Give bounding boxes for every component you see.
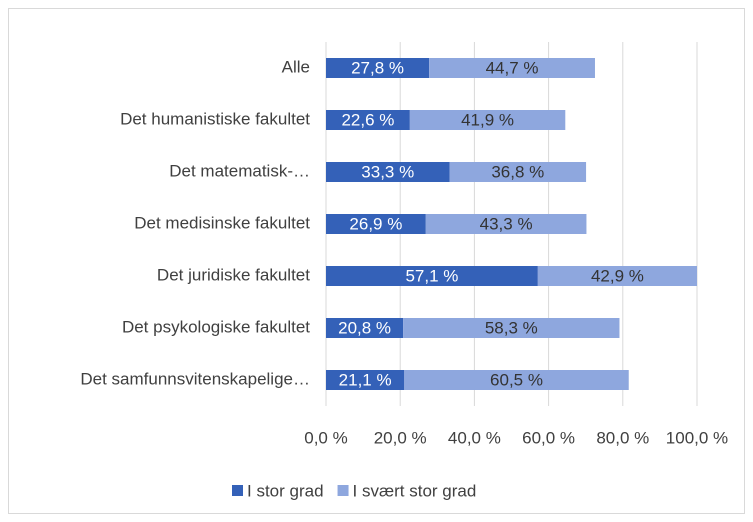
x-tick-label: 40,0 % — [448, 428, 501, 447]
bar-segment — [326, 58, 430, 78]
data-label: 44,7 % — [486, 58, 539, 77]
bar-segment — [326, 370, 405, 390]
data-label: 22,6 % — [341, 110, 394, 129]
x-tick-label: 0,0 % — [304, 428, 347, 447]
y-tick-label: Det psykologiske fakultet — [122, 317, 310, 336]
bar-segment — [404, 370, 629, 390]
bar-segment — [326, 214, 426, 234]
bar-segment — [326, 110, 410, 130]
data-label: 60,5 % — [490, 370, 543, 389]
legend-label: I stor grad — [247, 481, 324, 500]
data-label: 21,1 % — [339, 370, 392, 389]
chart-border — [8, 8, 745, 514]
bar-segment — [537, 266, 697, 286]
bar-segment — [409, 110, 566, 130]
legend-label: I svært stor grad — [353, 481, 477, 500]
data-label: 26,9 % — [349, 214, 402, 233]
x-tick-label: 80,0 % — [596, 428, 649, 447]
bar-segment — [326, 266, 538, 286]
data-label: 58,3 % — [485, 318, 538, 337]
bar-segment — [326, 162, 450, 182]
bar-segment — [425, 214, 587, 234]
bar-segment — [403, 318, 620, 338]
x-tick-label: 20,0 % — [374, 428, 427, 447]
data-label: 57,1 % — [405, 266, 458, 285]
y-tick-label: Det juridiske fakultet — [157, 265, 310, 284]
data-label: 42,9 % — [591, 266, 644, 285]
data-label: 27,8 % — [351, 58, 404, 77]
y-tick-label: Det samfunnsvitenskapelige… — [80, 369, 310, 388]
legend-swatch — [337, 485, 349, 496]
bar-segment — [449, 162, 587, 182]
y-tick-label: Det humanistiske fakultet — [120, 109, 310, 128]
data-label: 43,3 % — [480, 214, 533, 233]
bar-segment — [326, 318, 404, 338]
x-tick-label: 100,0 % — [666, 428, 728, 447]
y-tick-label: Alle — [282, 57, 310, 76]
y-tick-label: Det medisinske fakultet — [134, 213, 310, 232]
data-label: 33,3 % — [361, 162, 414, 181]
x-tick-label: 60,0 % — [522, 428, 575, 447]
data-label: 36,8 % — [491, 162, 544, 181]
y-tick-label: Det matematisk-… — [169, 161, 310, 180]
data-label: 20,8 % — [338, 318, 391, 337]
data-label: 41,9 % — [461, 110, 514, 129]
bar-segment — [429, 58, 595, 78]
legend-swatch — [232, 485, 243, 496]
